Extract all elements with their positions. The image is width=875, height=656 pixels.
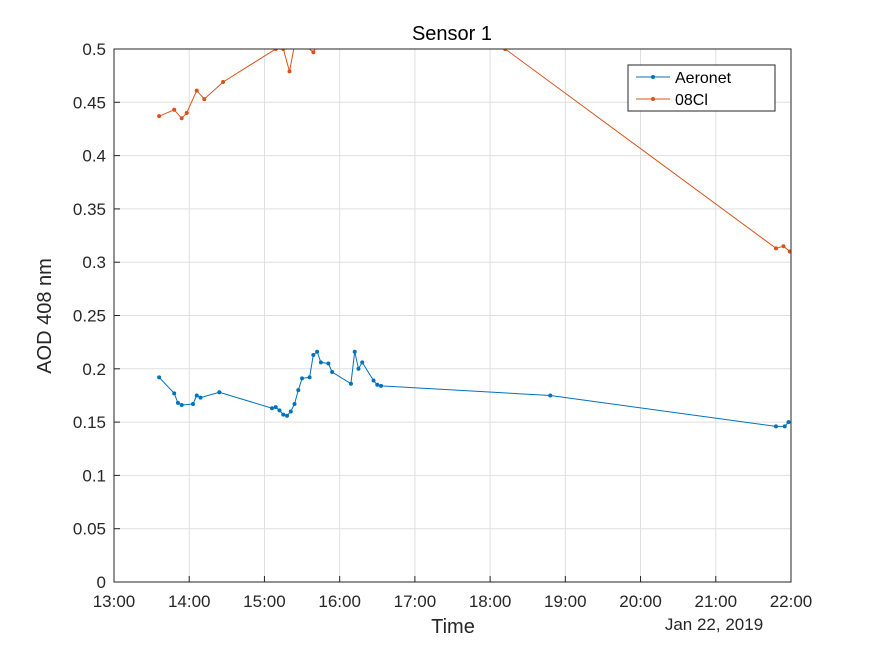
- x-tick-label: 22:00: [770, 592, 813, 611]
- data-point-aeronet: [194, 393, 199, 398]
- data-point-aeronet: [172, 391, 177, 396]
- data-point-aeronet: [273, 405, 278, 410]
- data-point-08cl: [172, 107, 177, 112]
- data-point-08cl: [311, 50, 316, 55]
- data-point-08cl: [184, 110, 189, 115]
- data-point-aeronet: [269, 406, 274, 411]
- data-point-08cl: [787, 249, 791, 254]
- data-point-08cl: [221, 80, 226, 85]
- y-tick-label: 0.3: [82, 253, 106, 272]
- data-point-aeronet: [356, 366, 361, 371]
- y-axis-title: AOD 408 nm: [34, 258, 56, 374]
- data-point-aeronet: [318, 360, 323, 365]
- data-point-aeronet: [773, 424, 778, 429]
- data-point-aeronet: [786, 420, 791, 425]
- data-point-aeronet: [311, 352, 316, 357]
- y-tick-label: 0: [97, 573, 106, 592]
- data-point-aeronet: [296, 388, 301, 393]
- data-point-aeronet: [190, 401, 195, 406]
- data-point-08cl: [781, 244, 786, 249]
- data-point-aeronet: [281, 412, 286, 417]
- data-point-aeronet: [375, 382, 380, 387]
- data-point-08cl: [157, 114, 162, 119]
- data-point-aeronet: [179, 403, 184, 408]
- data-point-aeronet: [277, 408, 282, 413]
- x-tick-label: 16:00: [318, 592, 361, 611]
- y-tick-label: 0.15: [73, 413, 106, 432]
- legend-label-08cl: 08Cl: [675, 92, 708, 109]
- data-point-08cl: [287, 69, 292, 74]
- data-point-aeronet: [348, 381, 353, 386]
- x-axis-date-label: Jan 22, 2019: [665, 615, 763, 634]
- data-point-08cl: [179, 116, 184, 121]
- data-point-aeronet: [330, 369, 335, 374]
- data-point-08cl: [773, 246, 778, 251]
- legend-box: [627, 64, 776, 112]
- data-point-aeronet: [548, 393, 553, 398]
- data-point-aeronet: [326, 361, 331, 366]
- series-line-aeronet: [158, 350, 789, 427]
- x-tick-label: 14:00: [168, 592, 211, 611]
- y-tick-label: 0.4: [82, 147, 106, 166]
- data-point-aeronet: [371, 378, 376, 383]
- data-point-aeronet: [288, 409, 293, 414]
- y-tick-label: 0.35: [73, 200, 106, 219]
- legend-marker-aeronet: [651, 75, 655, 79]
- x-axis-title: Time: [431, 616, 475, 638]
- chart-title: Sensor 1: [412, 23, 492, 45]
- data-point-aeronet: [300, 376, 305, 381]
- data-point-aeronet: [360, 360, 365, 365]
- data-point-08cl: [202, 97, 207, 102]
- grid-lines: [113, 48, 792, 583]
- x-tick-label: 15:00: [243, 592, 286, 611]
- legend-label-aeronet: Aeronet: [675, 70, 732, 87]
- x-tick-label: 20:00: [619, 592, 662, 611]
- y-tick-label: 0.45: [73, 93, 106, 112]
- series-layer: [157, 49, 791, 429]
- data-point-aeronet: [307, 375, 312, 380]
- data-point-08cl: [194, 88, 199, 93]
- data-point-aeronet: [315, 349, 320, 354]
- y-tick-label: 0.2: [82, 360, 106, 379]
- data-point-aeronet: [198, 395, 203, 400]
- x-tick-label: 18:00: [469, 592, 512, 611]
- data-point-aeronet: [175, 400, 180, 405]
- y-tick-label: 0.1: [82, 466, 106, 485]
- series-line-08cl: [158, 49, 791, 252]
- x-tick-label: 19:00: [544, 592, 587, 611]
- legend-marker-08cl: [651, 97, 655, 101]
- data-point-aeronet: [352, 349, 357, 354]
- data-point-aeronet: [157, 375, 162, 380]
- data-point-aeronet: [379, 383, 384, 388]
- data-point-aeronet: [285, 413, 290, 418]
- axis-ticks: 13:00 14:00 15:00 16:00 17:00 18:00 19:00 20:00…: [73, 40, 812, 611]
- x-tick-label: 17:00: [394, 592, 437, 611]
- y-tick-label: 0.05: [73, 520, 106, 539]
- data-point-aeronet: [292, 401, 297, 406]
- x-tick-label: 13:00: [93, 592, 136, 611]
- data-point-aeronet: [217, 390, 222, 395]
- y-tick-label: 0.5: [82, 40, 106, 59]
- y-tick-label: 0.25: [73, 307, 106, 326]
- legend: Aeronet 08Cl: [627, 64, 776, 112]
- data-point-aeronet: [782, 424, 787, 429]
- x-tick-label: 21:00: [695, 592, 738, 611]
